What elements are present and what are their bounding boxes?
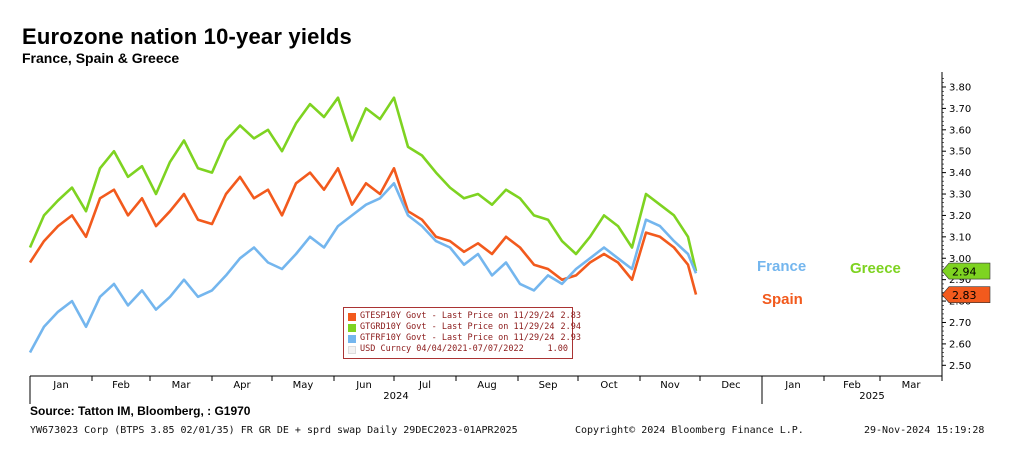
- series-label-greece: Greece: [850, 260, 901, 277]
- x-tick-label: Sep: [539, 380, 558, 391]
- x-tick-label: Feb: [843, 380, 861, 391]
- y-tick-label: 3.80: [949, 82, 971, 93]
- footer-timestamp: 29-Nov-2024 15:19:28: [864, 425, 985, 436]
- x-tick-label: Mar: [902, 380, 922, 391]
- series-line-greece: [28, 96, 698, 272]
- x-tick-label: May: [293, 380, 314, 391]
- x-tick-label: Dec: [721, 380, 740, 391]
- y-tick-label: 3.60: [949, 125, 971, 136]
- legend-label-france: GTFRF10Y Govt - Last Price on 11/29/24: [360, 333, 555, 343]
- series-label-france: France: [757, 258, 806, 275]
- legend-value-greece: 2.94: [560, 322, 581, 332]
- x-tick-label: Apr: [233, 380, 251, 391]
- y-tick-label: 2.50: [949, 361, 971, 372]
- legend-label-usd: USD Curncy 04/04/2021-07/07/2022: [360, 344, 524, 354]
- last-value-tag-shape-greece: [941, 262, 991, 280]
- last-value-tag-text-greece: 2.94: [952, 266, 977, 279]
- y-tick-label: 2.90: [949, 275, 971, 286]
- x-tick-label: Jun: [355, 380, 372, 391]
- legend-item-greece: GTGRD10Y Govt - Last Price on 11/29/24 2…: [348, 322, 581, 333]
- chart-title: Eurozone nation 10-year yields: [22, 24, 352, 49]
- series-line-spain: [28, 167, 698, 295]
- y-tick-label: 3.00: [949, 254, 971, 265]
- footer-copyright: Copyright© 2024 Bloomberg Finance L.P.: [575, 425, 804, 436]
- x-tick-label: Jan: [52, 380, 68, 391]
- legend-item-usd: USD Curncy 04/04/2021-07/07/2022 1.00: [348, 344, 568, 355]
- legend-label-greece: GTGRD10Y Govt - Last Price on 11/29/24: [360, 322, 555, 332]
- x-tick-label: Oct: [600, 380, 617, 391]
- legend-value-france: 2.93: [560, 333, 581, 343]
- y-tick-label: 3.30: [949, 190, 971, 201]
- x-tick-label: Jan: [784, 380, 800, 391]
- y-tick-label: 3.10: [949, 232, 971, 243]
- source-note: Source: Tatton IM, Bloomberg, : G1970: [30, 404, 251, 418]
- x-tick-label: Aug: [477, 380, 497, 391]
- y-tick-label: 3.40: [949, 168, 971, 179]
- legend-value-usd: 1.00: [547, 344, 568, 354]
- y-tick-label: 3.70: [949, 104, 971, 115]
- series-line-france: [28, 182, 698, 354]
- legend-swatch-france: [348, 334, 356, 343]
- y-tick-label: 3.50: [949, 147, 971, 158]
- y-tick-label: 2.60: [949, 339, 971, 350]
- legend: GTESP10Y Govt - Last Price on 11/29/24 2…: [343, 307, 581, 359]
- legend-swatch-spain: [348, 312, 356, 321]
- chart-subtitle: France, Spain & Greece: [22, 50, 180, 66]
- x-tick-label: Mar: [172, 380, 192, 391]
- legend-swatch-greece: [348, 323, 356, 332]
- x-tick-label: Feb: [112, 380, 130, 391]
- footer-ticker: YW673023 Corp (BTPS 3.85 02/01/35) FR GR…: [30, 425, 518, 436]
- y-tick-label: 2.70: [949, 318, 971, 329]
- last-value-tag-shape-spain: [941, 286, 991, 303]
- year-label-2024: 2024: [383, 391, 408, 402]
- legend-value-spain: 2.83: [560, 311, 581, 321]
- year-label-2025: 2025: [859, 391, 884, 402]
- series-label-spain: Spain: [762, 291, 803, 308]
- legend-swatch-usd: [348, 345, 356, 354]
- y-tick-label: 3.20: [949, 211, 971, 222]
- last-value-tag-greece: 2.94: [941, 262, 991, 280]
- legend-item-france: GTFRF10Y Govt - Last Price on 11/29/24 2…: [348, 333, 581, 344]
- last-value-tag-spain: 2.83: [941, 286, 991, 303]
- legend-item-spain: GTESP10Y Govt - Last Price on 11/29/24 2…: [348, 311, 581, 322]
- x-tick-label: Nov: [660, 380, 680, 391]
- legend-label-spain: GTESP10Y Govt - Last Price on 11/29/24: [360, 311, 555, 321]
- last-value-tag-text-spain: 2.83: [952, 289, 977, 302]
- x-tick-label: Jul: [418, 380, 431, 391]
